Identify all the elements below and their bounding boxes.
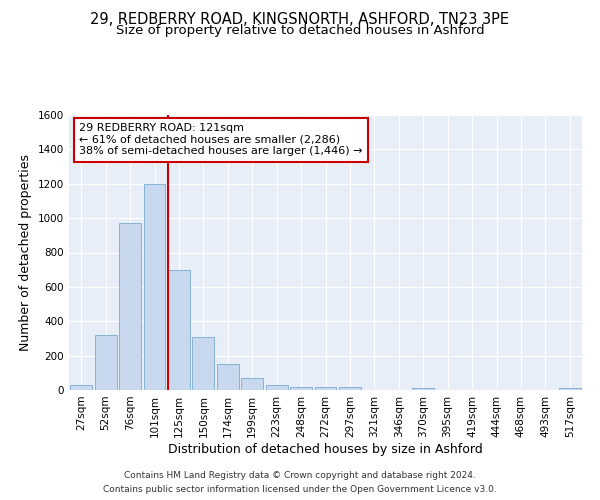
Text: 29, REDBERRY ROAD, KINGSNORTH, ASHFORD, TN23 3PE: 29, REDBERRY ROAD, KINGSNORTH, ASHFORD, … <box>91 12 509 28</box>
Bar <box>339 388 361 390</box>
Text: Contains public sector information licensed under the Open Government Licence v3: Contains public sector information licen… <box>103 485 497 494</box>
Bar <box>314 388 337 390</box>
Text: 29 REDBERRY ROAD: 121sqm
← 61% of detached houses are smaller (2,286)
38% of sem: 29 REDBERRY ROAD: 121sqm ← 61% of detach… <box>79 123 363 156</box>
Bar <box>266 385 287 390</box>
Bar <box>290 386 312 390</box>
Bar <box>168 270 190 390</box>
Text: Contains HM Land Registry data © Crown copyright and database right 2024.: Contains HM Land Registry data © Crown c… <box>124 471 476 480</box>
Bar <box>193 336 214 390</box>
Bar <box>217 364 239 390</box>
Bar <box>241 378 263 390</box>
X-axis label: Distribution of detached houses by size in Ashford: Distribution of detached houses by size … <box>168 442 483 456</box>
Bar <box>143 184 166 390</box>
Bar <box>95 335 116 390</box>
Text: Size of property relative to detached houses in Ashford: Size of property relative to detached ho… <box>116 24 484 37</box>
Bar <box>70 385 92 390</box>
Bar <box>412 388 434 390</box>
Y-axis label: Number of detached properties: Number of detached properties <box>19 154 32 351</box>
Bar <box>119 224 141 390</box>
Bar <box>559 388 581 390</box>
